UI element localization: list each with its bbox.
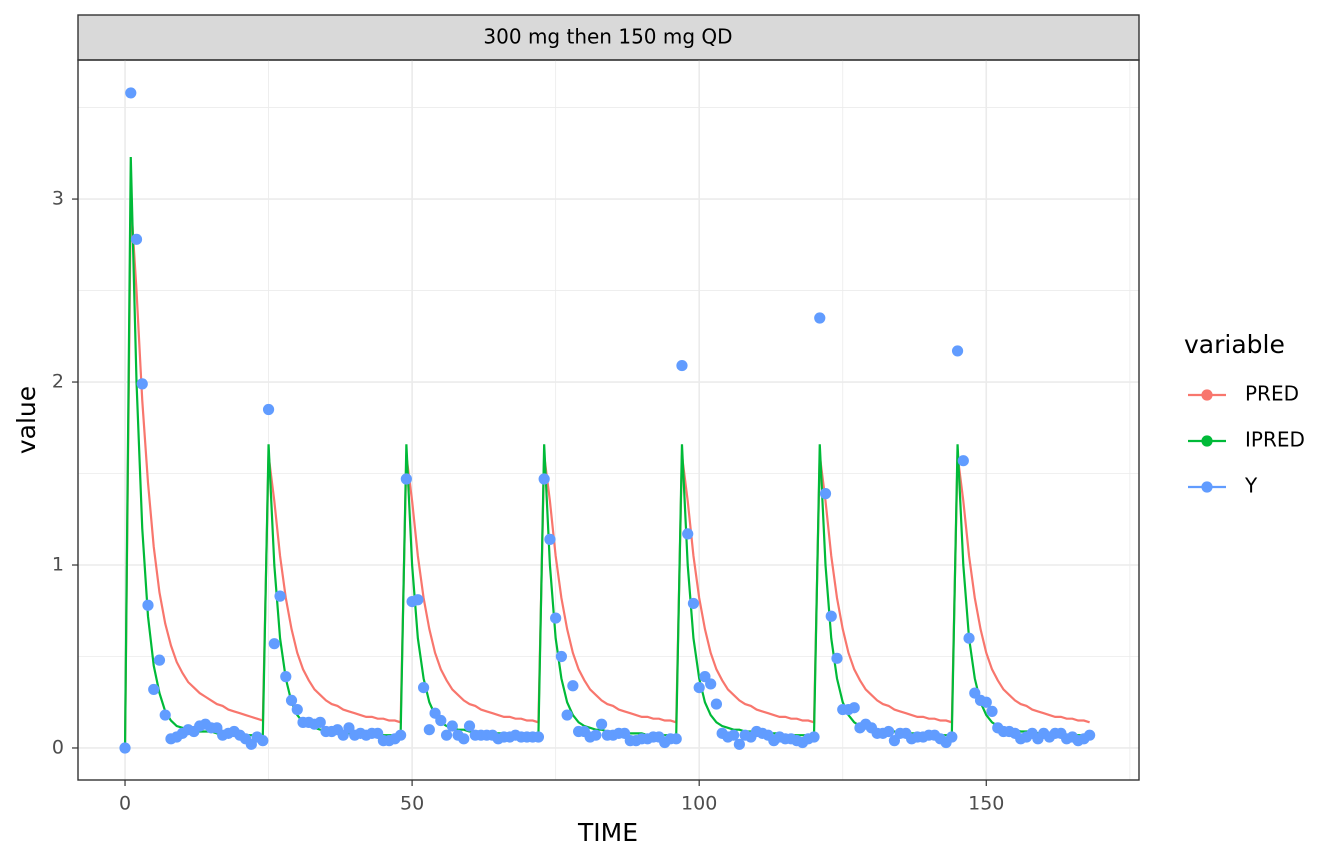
facet-strip bbox=[77, 14, 1140, 61]
data-point bbox=[825, 610, 837, 622]
data-point bbox=[532, 731, 545, 743]
data-point bbox=[544, 533, 556, 545]
data-point bbox=[538, 473, 550, 485]
facet-label: 300 mg then 150 mg QD bbox=[483, 25, 732, 49]
data-point bbox=[883, 725, 895, 738]
x-axis-title: TIME bbox=[577, 818, 638, 847]
data-point bbox=[440, 729, 453, 741]
y-tick-label: 1 bbox=[52, 554, 64, 576]
data-point bbox=[567, 680, 579, 692]
legend-key-point bbox=[1201, 389, 1213, 401]
data-point bbox=[550, 612, 562, 624]
legend-label: IPRED bbox=[1245, 428, 1305, 452]
data-point bbox=[946, 731, 958, 743]
data-point bbox=[268, 638, 280, 650]
data-point bbox=[590, 729, 602, 741]
data-point bbox=[412, 594, 424, 606]
data-point bbox=[274, 590, 286, 602]
data-point bbox=[986, 705, 998, 717]
data-point bbox=[595, 718, 608, 730]
data-point bbox=[670, 733, 682, 745]
data-point bbox=[808, 731, 820, 743]
data-point bbox=[291, 703, 303, 716]
legend-key-point bbox=[1201, 481, 1213, 493]
data-point bbox=[458, 733, 470, 745]
data-point bbox=[957, 455, 969, 467]
data-point bbox=[693, 681, 705, 694]
data-point bbox=[400, 473, 412, 485]
y-tick-label: 2 bbox=[52, 371, 64, 393]
data-point bbox=[1084, 729, 1096, 741]
data-point bbox=[682, 528, 694, 540]
data-point bbox=[314, 716, 326, 728]
legend-key-point bbox=[1201, 435, 1213, 447]
data-point bbox=[136, 378, 148, 390]
data-point bbox=[159, 709, 171, 721]
series-line bbox=[123, 198, 1090, 748]
data-point bbox=[561, 709, 573, 721]
x-tick-label: 0 bbox=[119, 793, 131, 815]
data-point bbox=[733, 738, 745, 750]
data-point bbox=[153, 654, 166, 666]
data-point bbox=[280, 671, 292, 683]
data-point bbox=[814, 312, 826, 324]
data-point bbox=[710, 698, 723, 710]
y-tick-label: 3 bbox=[52, 188, 64, 210]
data-point bbox=[423, 724, 435, 736]
data-point bbox=[980, 696, 992, 708]
y-axis-title: value bbox=[12, 386, 41, 454]
legend-label: Y bbox=[1244, 474, 1258, 498]
data-point bbox=[463, 720, 476, 732]
legend-title: variable bbox=[1184, 330, 1285, 359]
data-point bbox=[446, 720, 458, 732]
data-point bbox=[676, 359, 688, 372]
data-point bbox=[555, 650, 567, 663]
data-point bbox=[417, 681, 430, 694]
data-point bbox=[728, 729, 740, 741]
x-tick-label: 100 bbox=[681, 793, 717, 815]
data-point bbox=[951, 345, 964, 357]
panel-border bbox=[77, 59, 1140, 781]
data-point bbox=[257, 735, 269, 747]
x-tick-label: 150 bbox=[968, 793, 1004, 815]
data-point bbox=[963, 632, 975, 644]
y-tick-label: 0 bbox=[52, 736, 64, 758]
data-point bbox=[395, 729, 407, 741]
data-point bbox=[119, 742, 131, 754]
data-point bbox=[262, 403, 275, 416]
data-point bbox=[125, 87, 137, 99]
data-point bbox=[819, 488, 832, 500]
data-point bbox=[705, 678, 717, 690]
data-point bbox=[831, 652, 843, 664]
data-point bbox=[687, 597, 700, 610]
legend-label: PRED bbox=[1245, 382, 1299, 406]
data-point bbox=[285, 694, 298, 707]
data-point bbox=[130, 233, 143, 245]
data-point bbox=[148, 683, 160, 696]
x-tick-label: 50 bbox=[400, 793, 424, 815]
data-point bbox=[435, 714, 447, 727]
data-point bbox=[142, 599, 154, 611]
data-point bbox=[848, 702, 860, 714]
panel bbox=[78, 60, 1139, 780]
